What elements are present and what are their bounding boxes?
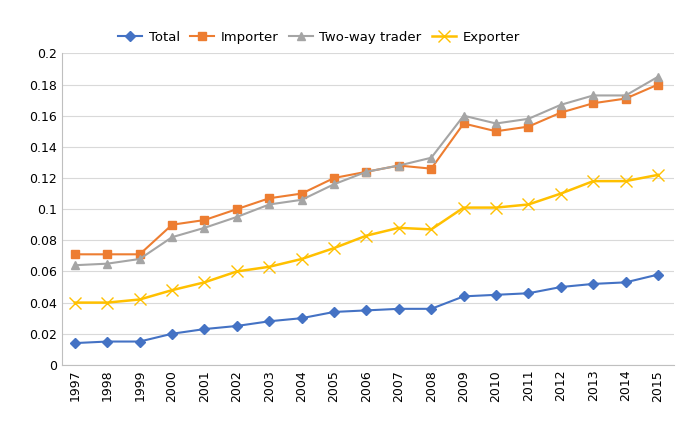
Two-way trader bbox=[103, 261, 111, 266]
Two-way trader bbox=[654, 74, 662, 79]
Exporter bbox=[589, 178, 597, 184]
Importer bbox=[71, 251, 79, 257]
Two-way trader bbox=[200, 225, 208, 231]
Two-way trader bbox=[168, 235, 176, 240]
Exporter bbox=[103, 300, 111, 305]
Total bbox=[71, 340, 79, 346]
Two-way trader bbox=[363, 169, 371, 174]
Importer bbox=[297, 191, 305, 196]
Two-way trader bbox=[460, 113, 468, 118]
Total bbox=[589, 281, 597, 287]
Two-way trader bbox=[395, 163, 403, 168]
Total bbox=[103, 339, 111, 344]
Legend: Total, Importer, Two-way trader, Exporter: Total, Importer, Two-way trader, Exporte… bbox=[118, 31, 519, 44]
Importer bbox=[492, 129, 500, 134]
Exporter bbox=[233, 269, 241, 274]
Two-way trader bbox=[492, 121, 500, 126]
Exporter bbox=[330, 245, 338, 251]
Exporter bbox=[621, 178, 630, 184]
Importer bbox=[103, 251, 111, 257]
Exporter bbox=[71, 300, 79, 305]
Total bbox=[200, 326, 208, 332]
Importer bbox=[621, 96, 630, 101]
Total bbox=[492, 292, 500, 297]
Total bbox=[654, 272, 662, 277]
Importer bbox=[524, 124, 533, 129]
Total bbox=[395, 306, 403, 312]
Two-way trader bbox=[265, 202, 273, 207]
Total bbox=[460, 294, 468, 299]
Two-way trader bbox=[71, 263, 79, 268]
Importer bbox=[233, 206, 241, 212]
Total bbox=[427, 306, 436, 312]
Two-way trader bbox=[136, 256, 144, 262]
Total bbox=[233, 323, 241, 328]
Exporter bbox=[654, 172, 662, 178]
Exporter bbox=[524, 202, 533, 207]
Total bbox=[168, 331, 176, 336]
Exporter bbox=[297, 256, 305, 262]
Exporter bbox=[492, 205, 500, 210]
Importer bbox=[363, 169, 371, 174]
Importer bbox=[427, 166, 436, 171]
Exporter bbox=[136, 297, 144, 302]
Two-way trader bbox=[557, 102, 565, 107]
Two-way trader bbox=[233, 214, 241, 219]
Importer bbox=[460, 121, 468, 126]
Importer bbox=[395, 163, 403, 168]
Total bbox=[136, 339, 144, 344]
Importer bbox=[330, 175, 338, 181]
Line: Importer: Importer bbox=[71, 81, 663, 259]
Importer bbox=[589, 101, 597, 106]
Importer bbox=[654, 82, 662, 87]
Two-way trader bbox=[297, 197, 305, 202]
Importer bbox=[200, 217, 208, 222]
Exporter bbox=[557, 191, 565, 196]
Exporter bbox=[427, 227, 436, 232]
Two-way trader bbox=[427, 155, 436, 160]
Total bbox=[297, 316, 305, 321]
Importer bbox=[557, 110, 565, 115]
Exporter bbox=[460, 205, 468, 210]
Exporter bbox=[168, 287, 176, 293]
Line: Two-way trader: Two-way trader bbox=[71, 73, 663, 269]
Exporter bbox=[395, 225, 403, 231]
Total bbox=[524, 291, 533, 296]
Two-way trader bbox=[621, 93, 630, 98]
Importer bbox=[168, 222, 176, 227]
Two-way trader bbox=[524, 116, 533, 121]
Exporter bbox=[265, 264, 273, 269]
Total bbox=[363, 308, 371, 313]
Importer bbox=[136, 251, 144, 257]
Total bbox=[265, 319, 273, 324]
Total bbox=[621, 279, 630, 285]
Exporter bbox=[363, 233, 371, 238]
Total bbox=[330, 309, 338, 315]
Two-way trader bbox=[330, 182, 338, 187]
Total bbox=[557, 284, 565, 290]
Exporter bbox=[200, 279, 208, 285]
Line: Total: Total bbox=[72, 271, 662, 347]
Importer bbox=[265, 195, 273, 201]
Two-way trader bbox=[589, 93, 597, 98]
Line: Exporter: Exporter bbox=[69, 170, 664, 308]
